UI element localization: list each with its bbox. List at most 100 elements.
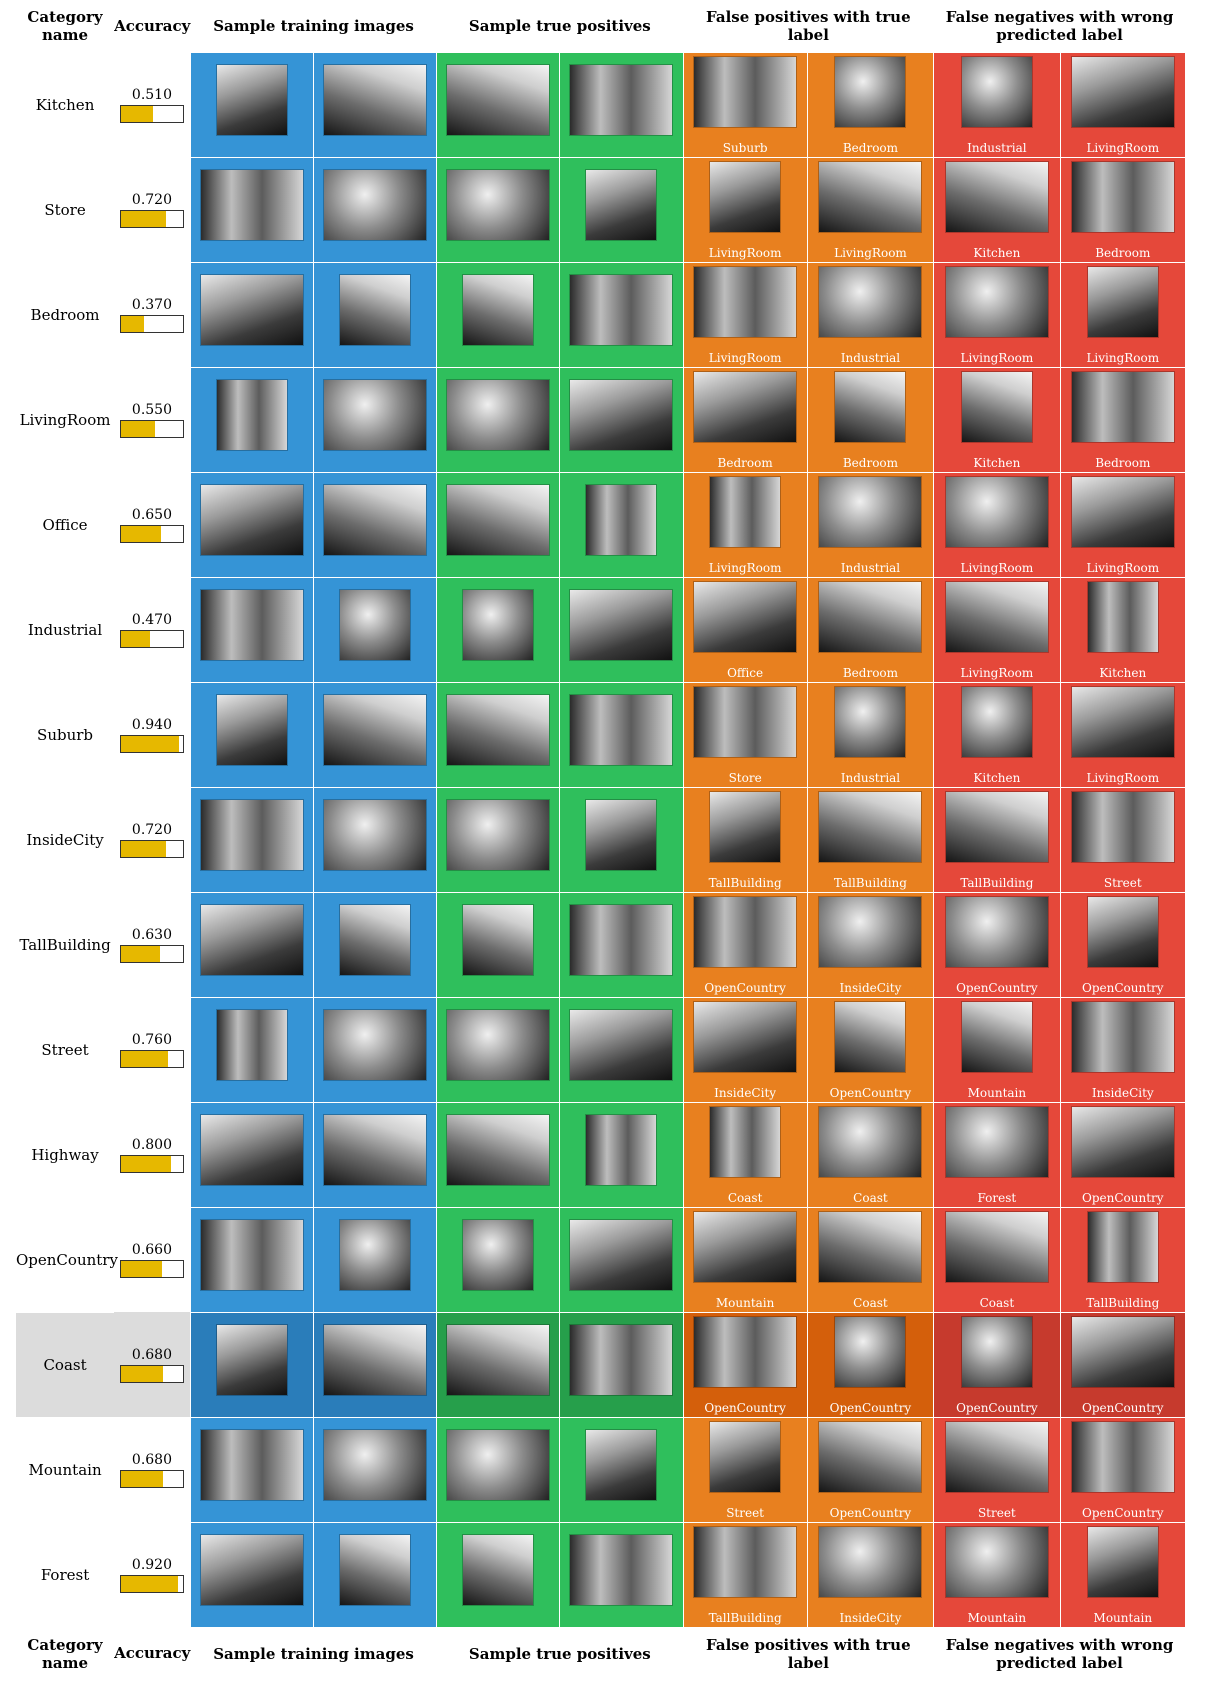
false-positive-image (694, 896, 797, 967)
training-image-cell (189, 1311, 315, 1418)
true-positive-image-cell (436, 786, 561, 893)
table-row: Forest 0.920 TallBuilding InsideCity Mountai… (16, 1521, 1187, 1628)
category-name: Suburb (16, 682, 115, 788)
false-positive-image (835, 57, 906, 127)
results-table: Category name Accuracy Sample training i… (16, 0, 1187, 1680)
true-positive-image (463, 904, 534, 975)
predicted-label: OpenCountry (1082, 980, 1164, 995)
category-name: Mountain (16, 1417, 115, 1523)
table-row: Industrial 0.470 Office Bedroom LivingRoom Ki… (16, 576, 1187, 683)
false-positive-image-cell: Coast (806, 1101, 935, 1208)
false-positive-image-cell: Bedroom (806, 366, 935, 473)
true-positive-image (447, 379, 550, 450)
false-negative-image-cell: TallBuilding (933, 786, 1061, 893)
true-positive-image-cell (559, 1416, 684, 1523)
predicted-label: LivingRoom (1086, 560, 1160, 575)
true-label: TallBuilding (833, 875, 907, 890)
training-image (200, 904, 303, 975)
training-image (324, 65, 427, 135)
training-image (340, 1219, 411, 1290)
true-positive-image (570, 694, 673, 765)
accuracy-bar (119, 1259, 184, 1278)
training-image (200, 1219, 303, 1290)
predicted-label: Industrial (967, 140, 1027, 155)
accuracy-value: 0.370 (131, 296, 173, 313)
training-image (200, 484, 303, 555)
true-positive-image-cell (436, 1311, 561, 1418)
true-positive-image (447, 1429, 550, 1500)
accuracy-bar (119, 839, 184, 858)
accuracy-bar-fill (120, 735, 180, 752)
false-negative-image-cell: Forest (933, 1101, 1061, 1208)
true-positive-image (570, 379, 673, 450)
accuracy-bar (119, 1154, 184, 1173)
true-label: OpenCountry (704, 1400, 786, 1415)
header-training: Sample training images (190, 0, 437, 53)
true-positive-image (570, 1219, 673, 1290)
accuracy-cell: 0.510 (114, 52, 191, 157)
false-negative-image (1071, 371, 1174, 442)
true-positive-image (447, 1324, 550, 1395)
predicted-label: Kitchen (973, 455, 1021, 470)
training-image-cell (313, 156, 438, 263)
true-label: Bedroom (717, 455, 773, 470)
training-image (216, 694, 287, 765)
false-negative-image (1071, 791, 1174, 862)
false-negative-image (961, 1316, 1032, 1387)
true-positive-image-cell (436, 1101, 561, 1208)
predicted-label: Kitchen (973, 770, 1021, 785)
header-row: Category name Accuracy Sample training i… (16, 0, 1186, 53)
predicted-label: LivingRoom (1086, 770, 1160, 785)
predicted-label: InsideCity (1091, 1085, 1154, 1100)
accuracy-value: 0.650 (131, 506, 173, 523)
true-label: OpenCountry (829, 1085, 912, 1100)
accuracy-bar-fill (120, 1365, 164, 1382)
footer-category: Category name (16, 1627, 115, 1680)
accuracy-bar (119, 1364, 184, 1383)
false-negative-image (945, 1526, 1048, 1597)
false-positive-image-cell: Industrial (806, 681, 935, 788)
training-image (216, 1009, 287, 1080)
true-positive-image-cell (436, 1206, 561, 1313)
false-negative-image (1071, 1001, 1174, 1072)
false-positive-image-cell: TallBuilding (682, 786, 808, 893)
true-label: Coast (853, 1190, 888, 1205)
header-category: Category name (16, 0, 115, 53)
table-row: Highway 0.800 Coast Coast Forest OpenCountry (16, 1101, 1187, 1208)
false-negative-image-cell: Kitchen (933, 366, 1061, 473)
false-negative-image (945, 266, 1048, 337)
true-positive-image (447, 169, 550, 240)
predicted-label: Bedroom (1095, 455, 1151, 470)
false-negative-image (945, 476, 1048, 547)
false-positive-image (694, 1211, 797, 1282)
training-image (200, 589, 303, 660)
false-positive-image (835, 371, 906, 442)
predicted-label: Mountain (1093, 1610, 1153, 1625)
predicted-label: OpenCountry (1082, 1190, 1164, 1205)
false-negative-image-cell: OpenCountry (1059, 891, 1187, 998)
accuracy-bar-fill (120, 630, 151, 647)
accuracy-bar-fill (120, 840, 166, 857)
training-image-cell (189, 366, 315, 473)
category-name: Forest (16, 1522, 115, 1628)
false-negative-image (945, 791, 1048, 862)
false-positive-image (835, 686, 906, 757)
training-image (324, 694, 427, 765)
false-negative-image-cell: InsideCity (1059, 996, 1187, 1103)
true-positive-image (447, 484, 550, 555)
table-row: TallBuilding 0.630 OpenCountry InsideCity Op… (16, 891, 1187, 998)
false-negative-image (945, 161, 1048, 232)
false-negative-image (961, 1001, 1032, 1072)
false-positive-image (710, 1421, 781, 1492)
accuracy-bar-fill (120, 945, 161, 962)
false-negative-image (1071, 476, 1174, 547)
accuracy-value: 0.760 (131, 1031, 173, 1048)
false-negative-image-cell: Bedroom (1059, 366, 1187, 473)
true-label: LivingRoom (708, 350, 782, 365)
false-negative-image-cell: LivingRoom (933, 261, 1061, 368)
false-positive-image-cell: OpenCountry (682, 891, 808, 998)
accuracy-cell: 0.920 (114, 1522, 191, 1627)
true-positive-image-cell (436, 891, 561, 998)
true-positive-image (570, 1324, 673, 1395)
false-positive-image (694, 371, 797, 442)
